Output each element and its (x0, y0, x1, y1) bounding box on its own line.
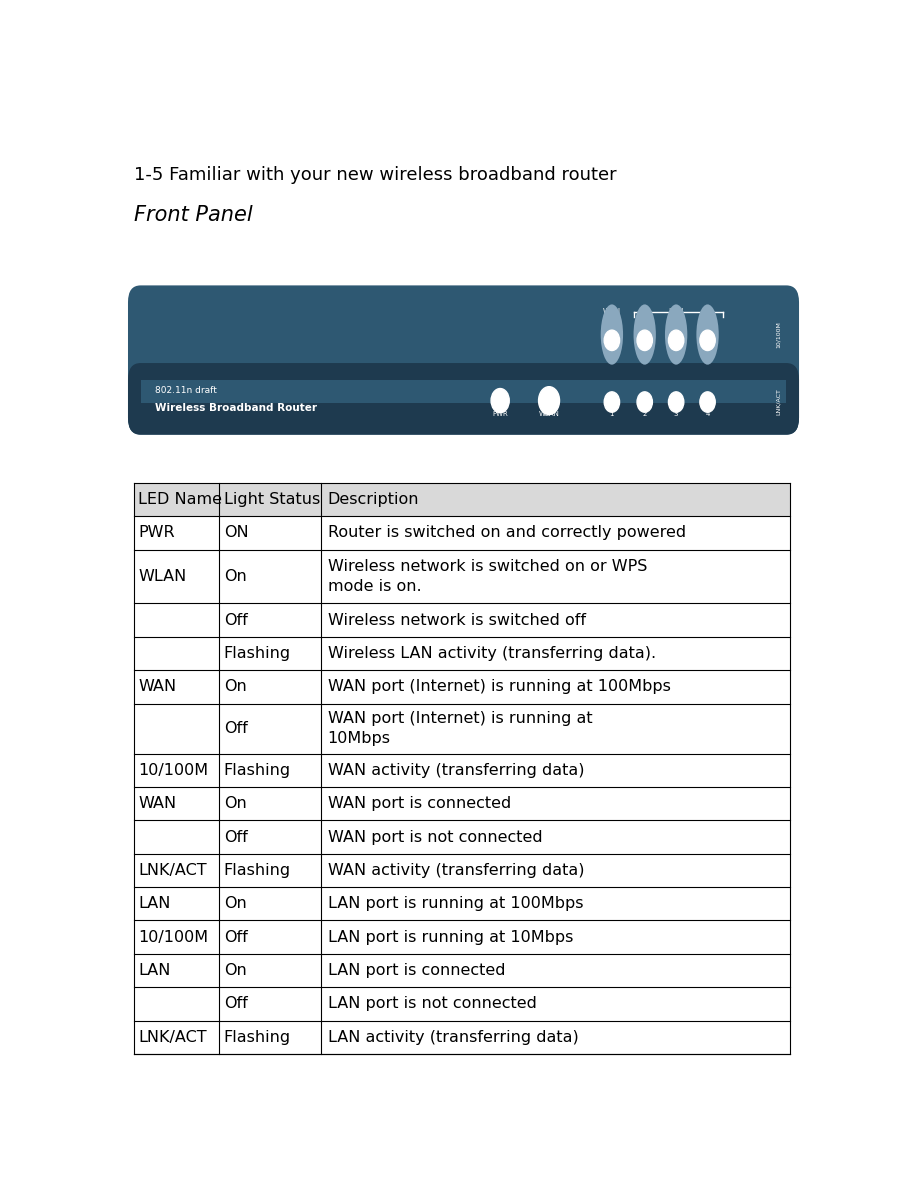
Text: On: On (223, 896, 247, 911)
Text: Flashing: Flashing (223, 1029, 291, 1045)
Text: LNK/ACT: LNK/ACT (776, 389, 780, 415)
Text: LAN: LAN (669, 308, 684, 317)
Text: WAN port is connected: WAN port is connected (328, 796, 511, 811)
Text: 802.11n draft: 802.11n draft (155, 386, 216, 395)
Text: WLAN: WLAN (539, 412, 560, 418)
Polygon shape (133, 920, 790, 954)
Text: Off: Off (223, 830, 248, 844)
Text: Description: Description (328, 492, 419, 507)
Circle shape (605, 330, 620, 350)
Polygon shape (133, 787, 790, 820)
Circle shape (605, 391, 620, 412)
Circle shape (637, 330, 652, 350)
Text: Wireless LAN activity (transferring data).: Wireless LAN activity (transferring data… (328, 647, 656, 661)
Ellipse shape (665, 305, 687, 365)
Text: LNK/ACT: LNK/ACT (139, 863, 207, 878)
Circle shape (700, 391, 715, 412)
Text: PWR: PWR (492, 412, 508, 418)
Text: PWR: PWR (139, 525, 175, 541)
Polygon shape (133, 954, 790, 987)
Polygon shape (133, 671, 790, 703)
Text: WAN: WAN (603, 308, 621, 317)
Text: 10/100M: 10/100M (139, 763, 209, 778)
Text: 1: 1 (610, 412, 614, 418)
Text: WAN activity (transferring data): WAN activity (transferring data) (328, 763, 584, 778)
Ellipse shape (696, 305, 719, 365)
Text: LAN: LAN (139, 963, 171, 978)
Text: LAN activity (transferring data): LAN activity (transferring data) (328, 1029, 578, 1045)
Text: Front Panel: Front Panel (133, 205, 252, 225)
Text: WLAN: WLAN (139, 569, 187, 584)
Polygon shape (133, 517, 790, 549)
Text: Off: Off (223, 721, 248, 736)
Circle shape (637, 391, 652, 412)
Text: Wireless network is switched off: Wireless network is switched off (328, 613, 586, 627)
Text: LAN port is running at 10Mbps: LAN port is running at 10Mbps (328, 929, 573, 945)
Circle shape (669, 330, 684, 350)
FancyBboxPatch shape (128, 364, 799, 435)
Circle shape (539, 386, 560, 414)
Text: WAN port (Internet) is running at
10Mbps: WAN port (Internet) is running at 10Mbps (328, 712, 592, 746)
Text: LAN port is not connected: LAN port is not connected (328, 997, 536, 1011)
Text: 3: 3 (674, 412, 678, 418)
Text: Flashing: Flashing (223, 863, 291, 878)
Polygon shape (133, 603, 790, 637)
Text: On: On (223, 569, 247, 584)
Text: WAN port is not connected: WAN port is not connected (328, 830, 542, 844)
Text: LED Name: LED Name (139, 492, 223, 507)
Text: Flashing: Flashing (223, 647, 291, 661)
Text: WAN: WAN (139, 796, 177, 811)
Ellipse shape (633, 305, 656, 365)
Text: 2: 2 (642, 412, 647, 418)
Polygon shape (133, 887, 790, 920)
Text: ON: ON (223, 525, 249, 541)
Text: Off: Off (223, 997, 248, 1011)
Polygon shape (133, 637, 790, 671)
Text: WAN port (Internet) is running at 100Mbps: WAN port (Internet) is running at 100Mbp… (328, 679, 670, 695)
Text: 10/100M: 10/100M (776, 321, 780, 348)
FancyBboxPatch shape (128, 285, 799, 435)
Text: On: On (223, 679, 247, 695)
Text: On: On (223, 963, 247, 978)
Text: Light Status: Light Status (223, 492, 320, 507)
Text: Wireless Broadband Router: Wireless Broadband Router (155, 402, 316, 413)
Text: LAN port is connected: LAN port is connected (328, 963, 505, 978)
Polygon shape (133, 987, 790, 1021)
Text: Off: Off (223, 613, 248, 627)
Text: LAN port is running at 100Mbps: LAN port is running at 100Mbps (328, 896, 583, 911)
Text: LAN: LAN (139, 896, 171, 911)
Polygon shape (133, 549, 790, 603)
Ellipse shape (601, 305, 623, 365)
Text: 10/100M: 10/100M (139, 929, 209, 945)
Text: 1-5 Familiar with your new wireless broadband router: 1-5 Familiar with your new wireless broa… (133, 166, 616, 184)
Polygon shape (133, 854, 790, 887)
Polygon shape (133, 703, 790, 754)
Polygon shape (133, 1021, 790, 1054)
Text: Off: Off (223, 929, 248, 945)
Text: LNK/ACT: LNK/ACT (139, 1029, 207, 1045)
Text: WAN activity (transferring data): WAN activity (transferring data) (328, 863, 584, 878)
Polygon shape (133, 483, 790, 517)
Text: WAN: WAN (139, 679, 177, 695)
Polygon shape (133, 754, 790, 787)
Text: On: On (223, 796, 247, 811)
Circle shape (491, 389, 509, 413)
Text: 4: 4 (705, 412, 710, 418)
Polygon shape (133, 820, 790, 854)
Text: Wireless network is switched on or WPS
mode is on.: Wireless network is switched on or WPS m… (328, 559, 647, 594)
Polygon shape (141, 379, 787, 403)
Text: Flashing: Flashing (223, 763, 291, 778)
Circle shape (700, 330, 715, 350)
Text: Router is switched on and correctly powered: Router is switched on and correctly powe… (328, 525, 686, 541)
Circle shape (669, 391, 684, 412)
